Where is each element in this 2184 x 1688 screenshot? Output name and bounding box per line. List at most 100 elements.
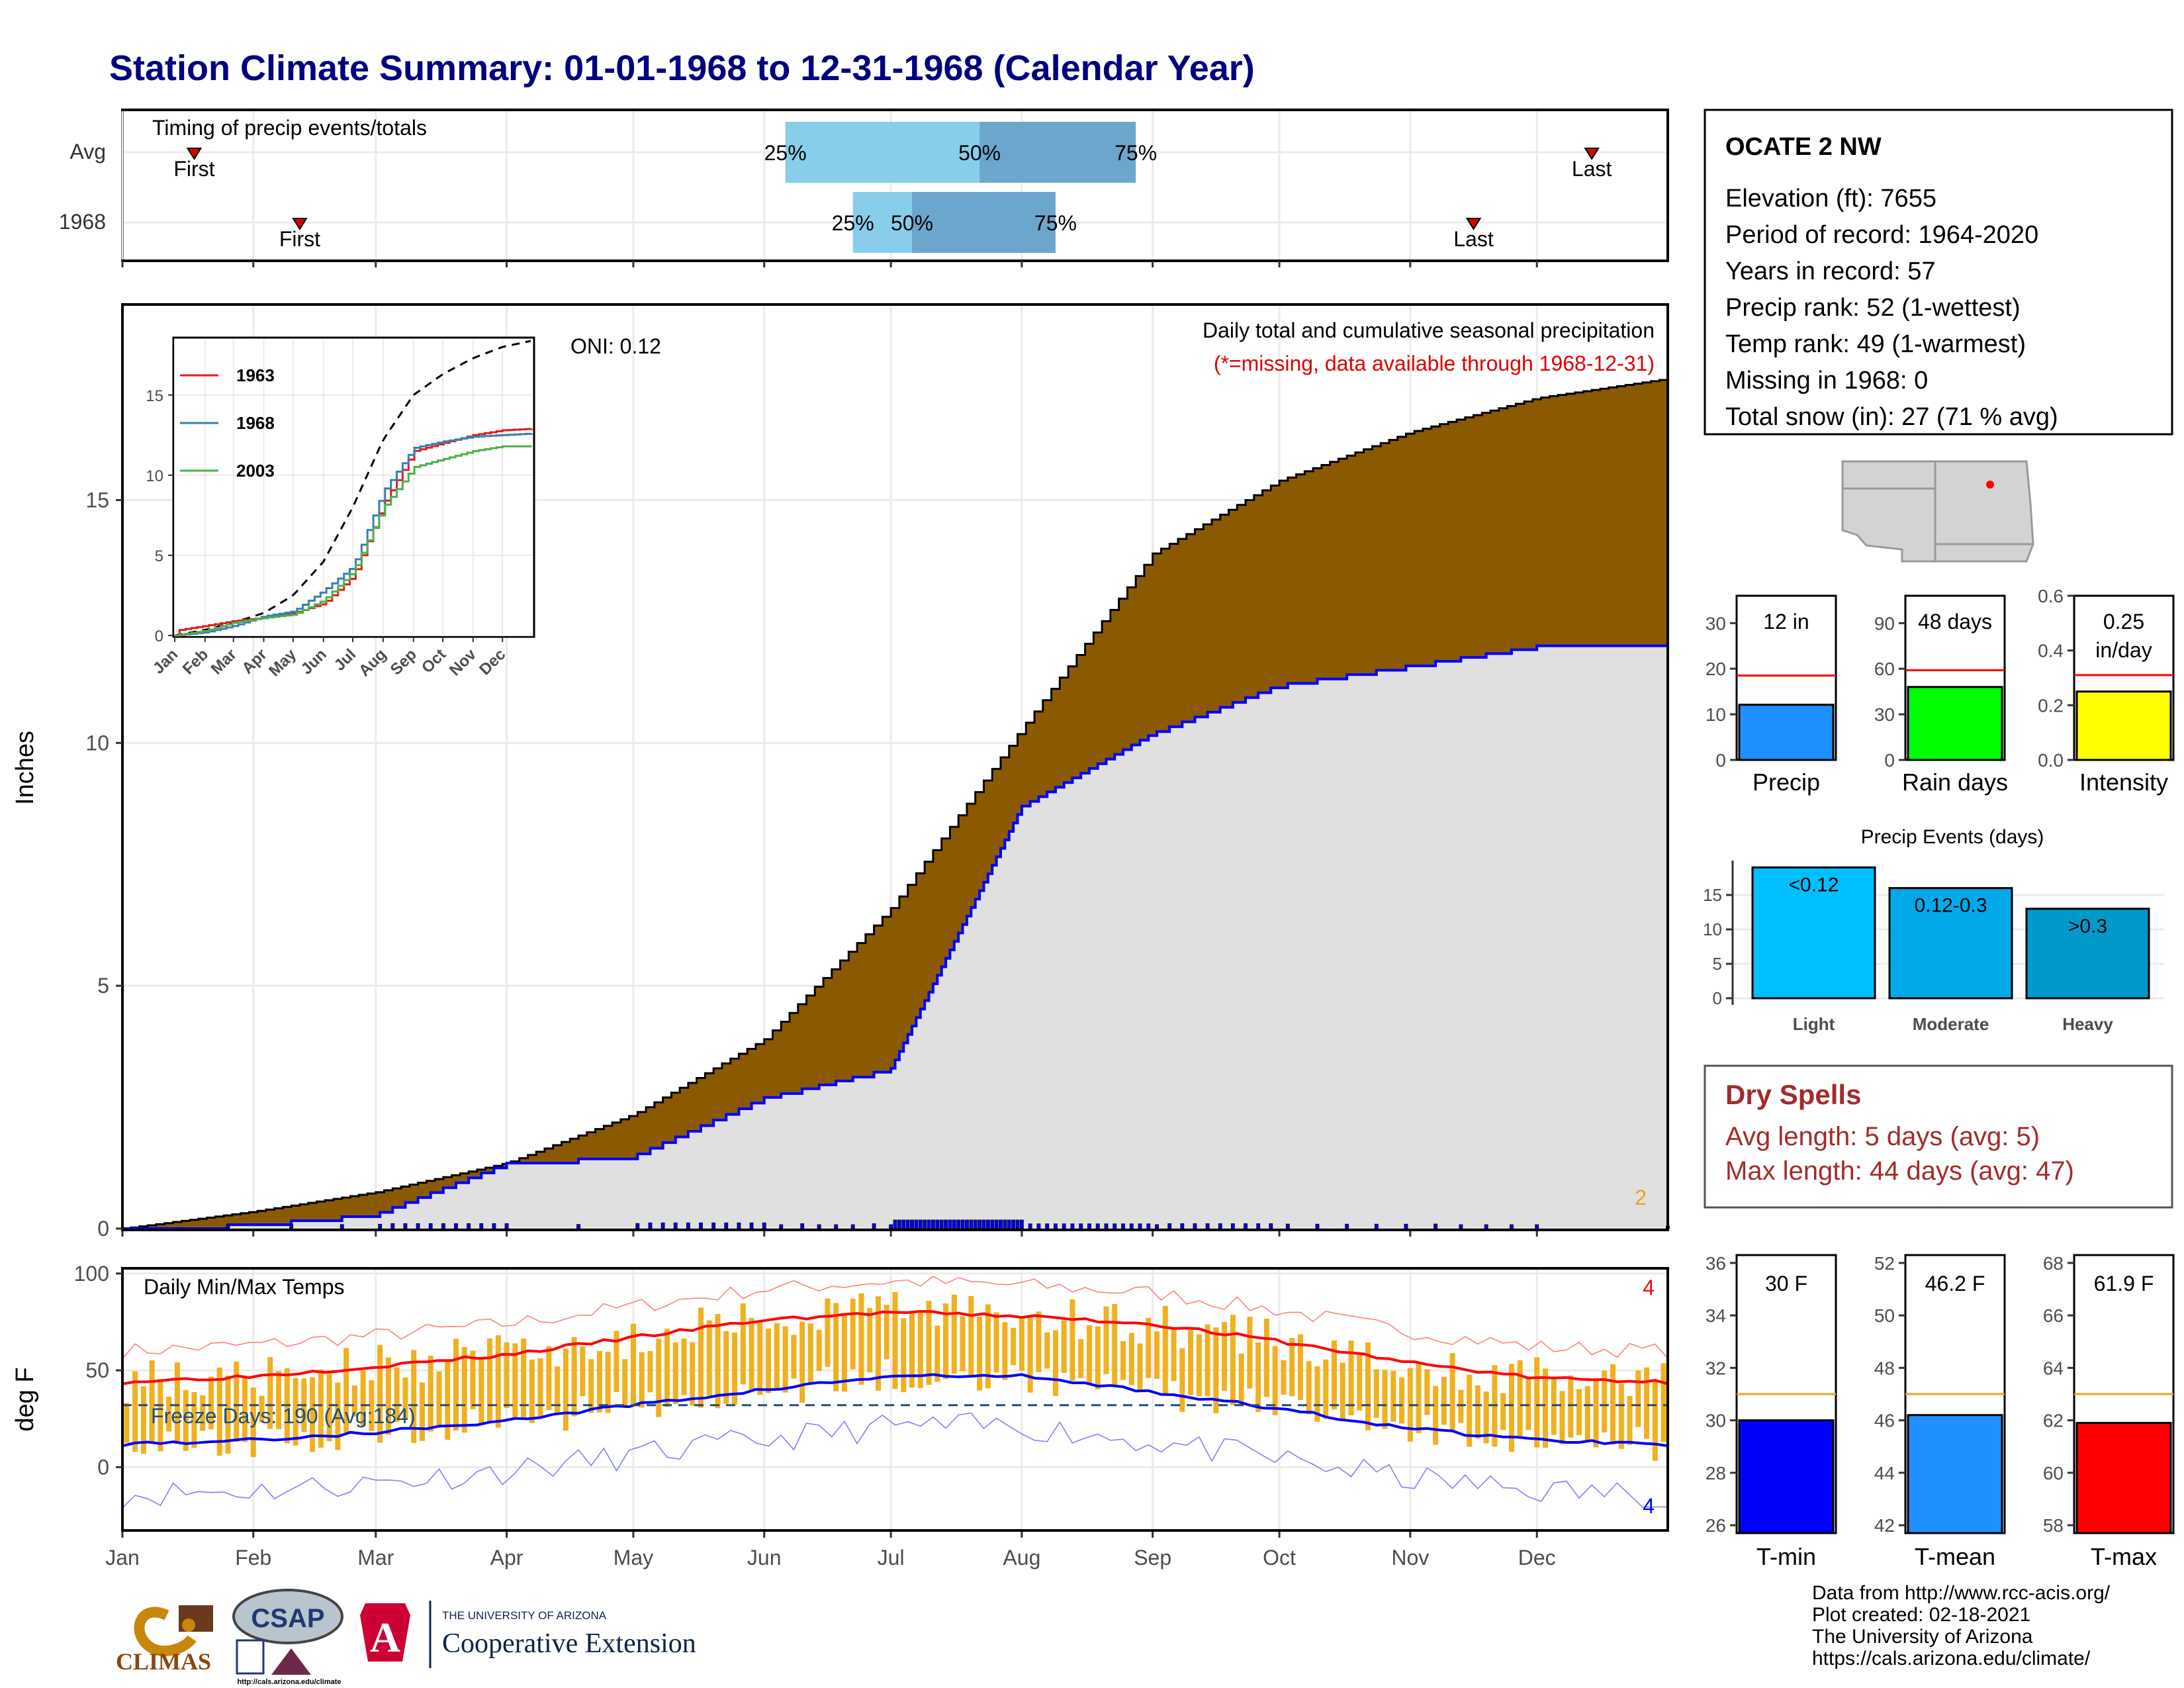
daily-precip-bar bbox=[1510, 1224, 1514, 1229]
summary-value-label: 12 in bbox=[1763, 610, 1809, 633]
month-label: Aug bbox=[1003, 1546, 1040, 1570]
dry-spells-max: Max length: 44 days (avg: 47) bbox=[1725, 1156, 2074, 1186]
daily-temp-bar bbox=[723, 1331, 729, 1404]
temp-summary-ytick-label: 30 bbox=[1706, 1411, 1726, 1431]
daily-precip-bar bbox=[479, 1223, 484, 1229]
temp-summary-value-label: 30 F bbox=[1765, 1272, 1807, 1295]
temp-summary-ytick-label: 32 bbox=[1706, 1358, 1726, 1378]
summary-ytick-label: 0.0 bbox=[2038, 750, 2064, 771]
daily-temp-bar bbox=[1525, 1376, 1531, 1430]
daily-precip-bar bbox=[1007, 1219, 1011, 1229]
daily-precip-bar bbox=[749, 1222, 754, 1229]
daily-precip-bar bbox=[893, 1219, 897, 1229]
daily-precip-bar bbox=[1459, 1224, 1463, 1229]
daily-temp-bar bbox=[1002, 1322, 1008, 1380]
station-info-line: Elevation (ft): 7655 bbox=[1725, 185, 1936, 212]
daily-precip-bar bbox=[1104, 1223, 1109, 1229]
daily-temp-bar bbox=[816, 1329, 822, 1372]
climas-logo-text: CLIMAS bbox=[116, 1648, 211, 1675]
daily-temp-bar bbox=[369, 1380, 375, 1431]
daily-temp-bar bbox=[833, 1303, 839, 1391]
daily-precip-bar bbox=[1015, 1219, 1020, 1229]
daily-precip-bar bbox=[673, 1222, 678, 1229]
daily-temp-bar bbox=[1069, 1299, 1075, 1382]
daily-temp-bar bbox=[1584, 1385, 1590, 1442]
daily-temp-bar bbox=[1534, 1357, 1540, 1448]
record-min-line bbox=[122, 1412, 1668, 1509]
daily-precip-bar bbox=[981, 1219, 986, 1229]
daily-temp-bar bbox=[453, 1338, 459, 1430]
daily-temp-bar bbox=[1137, 1343, 1143, 1391]
temp-summary-ytick-label: 42 bbox=[1874, 1515, 1895, 1536]
event-bar-label: Light bbox=[1793, 1014, 1835, 1034]
month-label: Mar bbox=[357, 1546, 394, 1570]
daily-temp-bar bbox=[1635, 1370, 1641, 1427]
daily-precip-bar bbox=[897, 1219, 901, 1229]
daily-temp-bar bbox=[1357, 1354, 1363, 1411]
summary-bar-label: Rain days bbox=[1902, 769, 2008, 796]
daily-precip-bar bbox=[1345, 1223, 1349, 1229]
daily-temp-bar bbox=[766, 1328, 772, 1393]
record-max-line bbox=[122, 1275, 1668, 1360]
events-ytick-label: 15 bbox=[1703, 885, 1722, 905]
month-label: Jul bbox=[878, 1546, 905, 1570]
daily-temp-bar bbox=[343, 1348, 349, 1433]
daily-temp-bar bbox=[968, 1295, 974, 1377]
daily-temp-bar bbox=[1306, 1361, 1312, 1415]
daily-temp-bar bbox=[909, 1311, 915, 1388]
daily-temp-bar bbox=[1011, 1327, 1017, 1366]
daily-precip-bar bbox=[467, 1223, 471, 1229]
timing-label: Timing of precip events/totals bbox=[152, 116, 427, 140]
last-marker bbox=[1465, 218, 1482, 230]
temp-summary-bar bbox=[2075, 1422, 2172, 1534]
temp-summary-panel: 26 28 30 32 34 36 30 F T-min bbox=[1706, 1253, 1837, 1570]
daily-temp-bar bbox=[326, 1372, 332, 1442]
daily-temp-bar bbox=[1559, 1391, 1565, 1444]
daily-temp-bar bbox=[1103, 1306, 1109, 1374]
last-label: Last bbox=[1453, 227, 1494, 251]
inset-series-line bbox=[175, 445, 532, 637]
summary-ytick-label: 0 bbox=[1715, 750, 1726, 771]
dry-spells-title: Dry Spells bbox=[1725, 1079, 1861, 1110]
daily-temp-bar bbox=[351, 1385, 357, 1417]
daily-temp-bar bbox=[1272, 1346, 1278, 1415]
daily-temp-bar bbox=[1112, 1303, 1118, 1385]
daily-precip-bar bbox=[1180, 1223, 1185, 1229]
temp-summary-ytick-label: 52 bbox=[1874, 1253, 1895, 1274]
daily-precip-bar bbox=[918, 1219, 923, 1229]
event-bar-value: 0.12-0.3 bbox=[1914, 895, 1987, 917]
daily-temp-bar bbox=[1247, 1317, 1253, 1389]
daily-temp-bar bbox=[158, 1379, 163, 1452]
daily-temp-bar bbox=[622, 1359, 628, 1407]
daily-precip-bar bbox=[724, 1222, 729, 1229]
daily-precip-bar bbox=[1433, 1223, 1438, 1229]
credit-line: Plot created: 02-18-2021 bbox=[1812, 1604, 2031, 1626]
daily-temp-bar bbox=[1154, 1331, 1160, 1379]
month-label: Oct bbox=[1263, 1546, 1296, 1570]
timing-p25-label: 25% bbox=[832, 211, 874, 235]
daily-temp-bar bbox=[1517, 1360, 1523, 1437]
dry-spells-box: Dry Spells Avg length: 5 days (avg: 5) M… bbox=[1704, 1064, 2173, 1209]
daily-temp-bar bbox=[1289, 1338, 1295, 1397]
inset-series-line bbox=[175, 428, 533, 637]
daily-precip-bar bbox=[956, 1219, 961, 1229]
daily-temp-bar bbox=[1508, 1364, 1514, 1452]
freeze-days-label: Freeze Days: 190 (Avg:184) bbox=[151, 1404, 416, 1428]
daily-precip-bar bbox=[923, 1219, 927, 1229]
daily-precip-bar bbox=[889, 1224, 893, 1229]
daily-temp-bar bbox=[1095, 1326, 1101, 1389]
svg-text:A: A bbox=[370, 1614, 400, 1661]
inset-ytick-label: 10 bbox=[146, 467, 163, 485]
climas-logo: CLIMAS bbox=[116, 1605, 213, 1675]
daily-temp-bar bbox=[1382, 1370, 1388, 1429]
temp-top-count: 4 bbox=[1643, 1276, 1655, 1299]
timing-box-upper bbox=[979, 122, 1136, 183]
summary-ytick-label: 0.6 bbox=[2038, 586, 2064, 606]
daily-precip-bar bbox=[960, 1219, 965, 1229]
summary-value-label: 0.25 bbox=[2103, 610, 2144, 633]
daily-precip-bar bbox=[1155, 1224, 1159, 1229]
temp-summary-ytick-label: 62 bbox=[2043, 1411, 2064, 1431]
inset-legend-label: 2003 bbox=[236, 461, 275, 481]
avg-min-line bbox=[122, 1373, 1668, 1448]
daily-temp-bar bbox=[1222, 1322, 1228, 1391]
